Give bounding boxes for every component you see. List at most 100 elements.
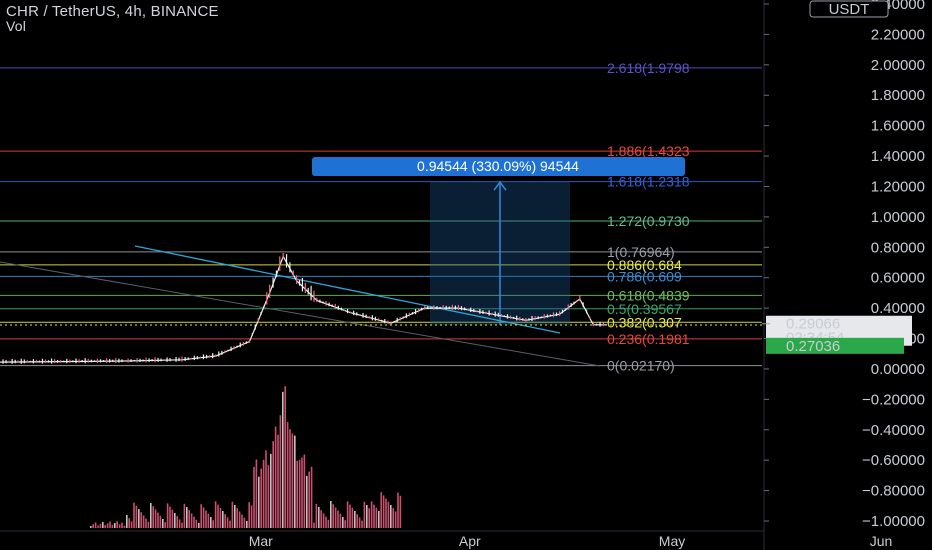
- volume-bar: [363, 501, 366, 528]
- volume-bar: [277, 434, 279, 528]
- volume-bar: [248, 502, 250, 528]
- fib-label: 0.236(0.1981: [607, 331, 690, 347]
- fib-label: 1.618(1.2318: [607, 174, 690, 190]
- channel-lower-line: [0, 261, 601, 367]
- volume-bar: [322, 513, 325, 528]
- volume-bar: [243, 517, 246, 528]
- y-tick-label: 0.60000: [871, 270, 925, 287]
- y-tick-label: 0.80000: [871, 239, 925, 256]
- volume-bar: [334, 507, 337, 528]
- volume-bar: [332, 504, 334, 528]
- volume-bar: [373, 504, 375, 528]
- volume-bar: [327, 519, 330, 528]
- volume-bar: [318, 507, 320, 528]
- volume-bar: [260, 468, 262, 528]
- volume-bar: [92, 524, 94, 528]
- fib-label: 0.786(0.609: [607, 268, 682, 284]
- volume-bar: [229, 520, 231, 528]
- volume-bar: [351, 507, 354, 528]
- volume-bar: [303, 454, 306, 528]
- y-tick-label: 1.00000: [871, 209, 925, 226]
- fib-label: 0.618(0.4839: [607, 287, 690, 303]
- volume-bar: [135, 505, 138, 528]
- volume-bar: [97, 525, 99, 528]
- volume-bar: [169, 506, 171, 528]
- fib-label: 1.886(1.4323: [607, 143, 690, 159]
- volume-bar: [378, 511, 380, 528]
- price-tags: 0.2906602:34:540.27036: [762, 315, 912, 355]
- y-tick-label: 1.40000: [871, 148, 925, 165]
- chart-title: CHR / TetherUS, 4h, BINANCE: [6, 3, 219, 20]
- volume-bar: [354, 511, 356, 528]
- volume-indicator-label[interactable]: Vol: [6, 18, 27, 34]
- fib-label: 1.272(0.9730: [607, 213, 690, 229]
- volume-bar: [140, 512, 142, 528]
- volume-bar: [186, 507, 188, 528]
- volume-bar: [382, 495, 385, 528]
- volume-bar: [310, 466, 313, 528]
- fib-label: 0.382(0.307: [607, 314, 682, 330]
- volume-bar: [392, 508, 394, 528]
- volume-bar: [301, 457, 303, 528]
- y-tick-label: 1.20000: [871, 178, 925, 195]
- volume-bar: [94, 522, 97, 528]
- fib-label: 0(0.02170): [607, 358, 675, 374]
- volume-bar: [313, 522, 315, 528]
- volume-bar: [246, 521, 248, 528]
- volume-bar: [397, 492, 399, 528]
- volume-bar: [289, 429, 291, 528]
- projection-label-text: 0.94544 (330.09%) 94544: [417, 158, 579, 174]
- volume-bar: [171, 509, 174, 528]
- volume-bar: [258, 476, 260, 528]
- volume-bar: [337, 510, 339, 528]
- x-tick-label: Mar: [249, 533, 273, 549]
- volume-bar: [162, 519, 164, 528]
- volume-bar: [130, 521, 133, 528]
- volume-bar: [330, 501, 332, 528]
- time-axis: Mar Apr May Jun: [249, 533, 893, 549]
- volume-bar: [109, 521, 111, 528]
- volume-bar: [325, 516, 327, 528]
- currency-label: USDT: [829, 1, 870, 18]
- volume-bar: [387, 501, 390, 528]
- volume-bar: [272, 441, 274, 528]
- volume-bar: [375, 507, 378, 528]
- y-tick-label: −1.00000: [862, 513, 925, 530]
- volume-bar: [138, 509, 140, 528]
- volume-bar: [394, 511, 397, 528]
- volume-bar: [178, 519, 181, 528]
- volume-bar: [150, 503, 152, 528]
- volume-bar: [226, 517, 229, 528]
- y-tick-label: −0.60000: [862, 452, 925, 469]
- volume-bar: [126, 515, 128, 528]
- x-tick-label: Apr: [459, 533, 481, 549]
- volume-bar: [286, 422, 289, 528]
- volume-bar: [188, 510, 190, 528]
- projection-box: 0.94544 (330.09%) 94544: [312, 157, 685, 325]
- volume-bar: [104, 525, 106, 528]
- volume-bar: [90, 526, 92, 528]
- volume-bar: [181, 522, 183, 528]
- volume-bar: [166, 503, 169, 528]
- volume-bar: [231, 501, 234, 528]
- volume-bar: [320, 510, 322, 528]
- volume-bar: [176, 516, 178, 528]
- volume-bar: [236, 508, 238, 528]
- price-tag-box: [766, 337, 904, 354]
- volume-bar: [250, 505, 253, 528]
- volume-bar: [159, 515, 162, 528]
- volume-bar: [114, 523, 116, 528]
- fib-label: 1(0.76964): [607, 244, 675, 260]
- volume-bar: [193, 516, 195, 528]
- volume-bar: [366, 505, 368, 528]
- volume-bar: [111, 524, 114, 528]
- volume-bar: [212, 520, 214, 528]
- volume-bar: [306, 475, 308, 528]
- x-tick-label: Jun: [870, 533, 893, 549]
- projection-label: 0.94544 (330.09%) 94544: [312, 157, 685, 176]
- volume-bar: [195, 519, 198, 528]
- price-axis: 2.400002.200002.000001.800001.600001.400…: [764, 0, 925, 530]
- volume-bar: [210, 517, 212, 528]
- fib-label: 0.886(0.684: [607, 257, 682, 273]
